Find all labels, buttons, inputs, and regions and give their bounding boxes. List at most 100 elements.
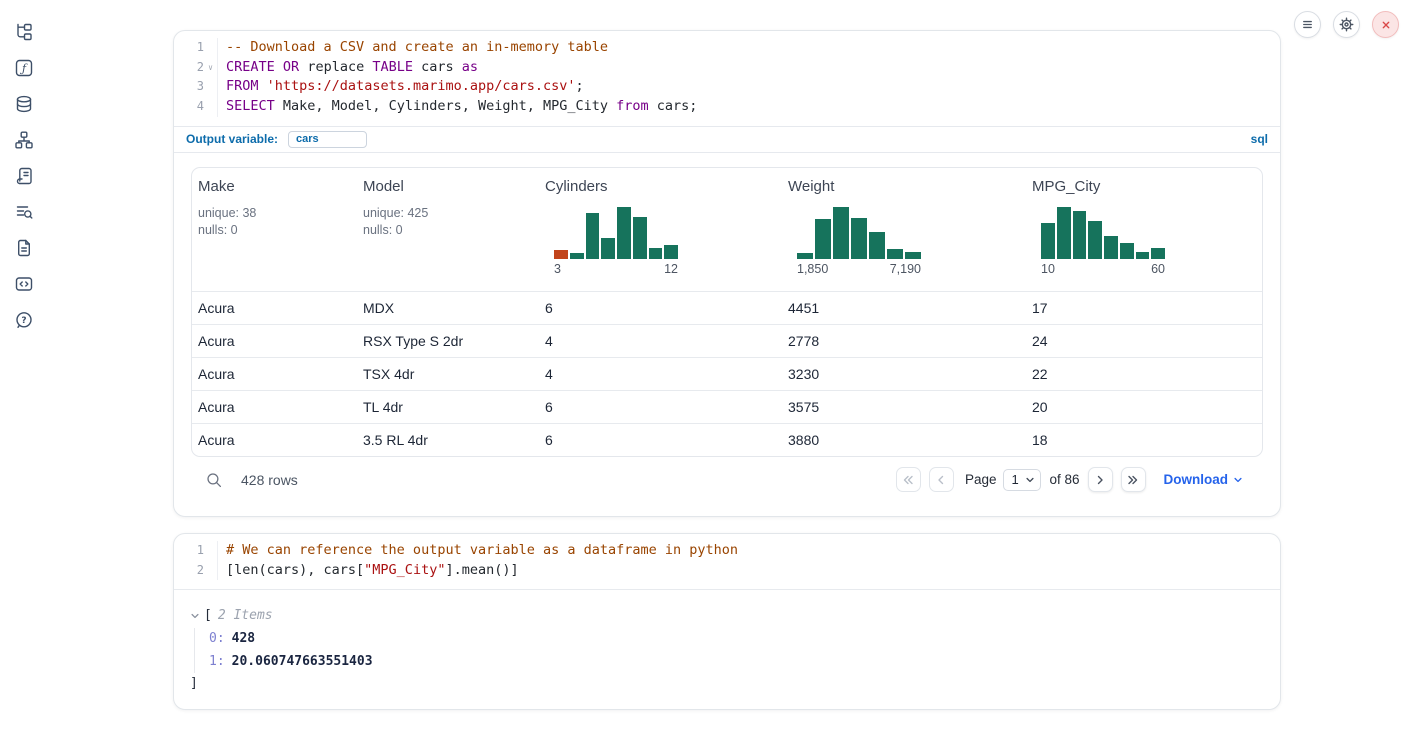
page-label: Page (964, 472, 997, 488)
column-header-make[interactable]: Make unique: 38 nulls: 0 (192, 168, 357, 291)
output-variable-bar: Output variable: sql (174, 125, 1280, 153)
search-icon (207, 473, 222, 487)
sql-cell: 1 -- Download a CSV and create an in-memo… (173, 30, 1281, 517)
close-icon (1382, 21, 1389, 28)
table-cell: 24 (1032, 332, 1048, 349)
column-title: Weight (788, 177, 835, 195)
column-title: Cylinders (545, 177, 608, 195)
table-row: Acura TSX 4dr 4 3230 22 (192, 356, 1262, 390)
sidebar-item-documentation[interactable] (15, 239, 33, 257)
code-token: SELECT (226, 98, 275, 115)
code-line: 2 ∨ CREATE OR replace TABLE cars as (174, 57, 1280, 78)
column-header-cylinders[interactable]: Cylinders 3 12 (539, 168, 782, 291)
table-cell: 3.5 RL 4dr (363, 431, 428, 448)
code-line: 1 # We can reference the output variable … (174, 541, 1280, 561)
code-token: as (461, 58, 479, 75)
sidebar-item-help[interactable]: ? (15, 311, 33, 329)
table-row: Acura RSX Type S 2dr 4 2778 24 (192, 323, 1262, 357)
histogram-min: 10 (1041, 261, 1055, 276)
last-page-button[interactable] (1120, 467, 1146, 493)
code-token: ].mean()] (445, 561, 519, 578)
first-page-button[interactable] (895, 467, 921, 493)
table-cell: 2778 (788, 332, 820, 349)
column-histogram: 10 60 (1041, 206, 1165, 276)
code-token: "MPG_City" (364, 561, 446, 578)
search-button[interactable] (206, 472, 222, 488)
fold-chevron-icon[interactable]: ∨ (208, 62, 213, 72)
table-cell: TSX 4dr (363, 365, 415, 382)
output-list-toggle[interactable]: [ 2 Items (190, 605, 1264, 626)
settings-button[interactable] (1333, 11, 1360, 38)
table-row: Acura TL 4dr 6 3575 20 (192, 389, 1262, 423)
shutdown-button[interactable] (1372, 11, 1399, 38)
sidebar-item-logs[interactable] (15, 203, 33, 221)
column-title: MPG_City (1032, 177, 1101, 195)
sidebar-item-data-sources[interactable] (15, 95, 33, 113)
histogram-range: 10 60 (1041, 262, 1165, 276)
helper-sidebar: ƒ (0, 0, 48, 729)
next-page-button[interactable] (1087, 467, 1113, 493)
table-cell: 6 (545, 431, 553, 448)
items-count: 2 Items (217, 608, 273, 624)
histogram-bar (1119, 243, 1134, 259)
function-square-icon: ƒ (15, 59, 33, 77)
histogram-bar (1041, 223, 1055, 259)
stat-nulls: nulls: 0 (198, 222, 238, 237)
output-variable-label: Output variable: (186, 132, 279, 147)
histogram-bar (648, 248, 663, 259)
code-token: TABLE (372, 58, 413, 75)
histogram-bar (869, 232, 885, 259)
table-cell: Acura (198, 398, 235, 415)
chevron-left-icon (938, 475, 944, 485)
histogram-bar (887, 248, 903, 259)
histogram-bar (905, 252, 921, 259)
histogram-bar (797, 252, 813, 259)
code-token: replace (299, 58, 373, 75)
sidebar-item-variables[interactable]: ƒ (15, 59, 33, 77)
item-index: 0: (209, 631, 225, 647)
sidebar-item-scratchpad[interactable] (15, 167, 33, 185)
page-select[interactable]: 1 (1003, 468, 1042, 491)
download-button[interactable]: Download (1164, 472, 1244, 487)
language-badge: sql (1250, 132, 1268, 147)
table-output-section: Make unique: 38 nulls: 0 Model unique: 4… (174, 153, 1280, 503)
table-body: Acura MDX 6 4451 17 Acura RSX Type S 2dr 4 2778 2… (192, 290, 1262, 456)
gutter: 1 (174, 38, 218, 58)
column-header-weight[interactable]: Weight 1,850 7,190 (782, 168, 1026, 291)
code-token: [len(cars), cars[ (226, 561, 365, 578)
table-header-row: Make unique: 38 nulls: 0 Model unique: 4… (192, 168, 1262, 291)
sidebar-item-file-explorer[interactable] (15, 23, 33, 41)
output-variable-input[interactable] (288, 130, 368, 148)
sql-code-editor[interactable]: 1 -- Download a CSV and create an in-memo… (174, 31, 1280, 126)
sidebar-item-snippets[interactable] (15, 275, 33, 293)
sidebar-item-dependencies[interactable] (15, 131, 33, 149)
line-number: 1 (196, 543, 204, 557)
chevron-down-icon (1234, 477, 1242, 482)
table-row: Acura MDX 6 4451 17 (192, 290, 1262, 324)
column-header-mpg-city[interactable]: MPG_City 10 60 (1026, 168, 1262, 291)
histogram-bar (1151, 247, 1165, 259)
column-title: Model (363, 177, 404, 195)
column-header-model[interactable]: Model unique: 425 nulls: 0 (357, 168, 539, 291)
table-cell: 17 (1032, 299, 1048, 316)
table-cell: Acura (198, 431, 235, 448)
item-index: 1: (209, 653, 225, 669)
table-cell: 22 (1032, 365, 1048, 382)
menu-button[interactable] (1294, 11, 1321, 38)
code-token: CREATE (226, 58, 275, 75)
code-text: -- Download a CSV and create an in-memor… (218, 38, 608, 58)
previous-page-button[interactable] (928, 467, 954, 493)
line-number: 2 (196, 59, 204, 74)
histogram-bar (1104, 235, 1118, 259)
column-stats: unique: 38 nulls: 0 (198, 205, 353, 239)
python-code-editor[interactable]: 1 # We can reference the output variable … (174, 534, 1280, 589)
dependency-graph-icon (15, 131, 33, 149)
histogram-max: 12 (664, 261, 678, 276)
histogram-min: 3 (554, 261, 561, 276)
table-cell: RSX Type S 2dr (363, 332, 464, 349)
code-line: 4 SELECT Make, Model, Cylinders, Weight, … (174, 97, 1280, 117)
code-line: 3 FROM 'https://datasets.marimo.app/cars.… (174, 77, 1280, 98)
notebook-actions (1294, 11, 1399, 38)
output-list-items: 0: 428 1: 20.060747663551403 (194, 628, 1264, 674)
histogram-bar (851, 217, 867, 259)
